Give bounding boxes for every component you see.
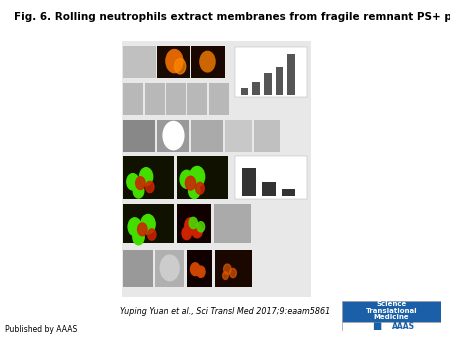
Circle shape <box>138 223 147 236</box>
Bar <box>155 250 184 287</box>
Circle shape <box>133 184 144 198</box>
Bar <box>209 83 229 115</box>
Circle shape <box>136 177 145 190</box>
Bar <box>276 67 284 95</box>
Bar <box>241 88 248 95</box>
Circle shape <box>148 229 156 240</box>
Bar <box>342 301 441 321</box>
Text: Medicine: Medicine <box>374 314 410 320</box>
Circle shape <box>230 268 236 277</box>
Circle shape <box>180 170 194 188</box>
Bar <box>243 168 256 196</box>
Bar <box>191 120 223 152</box>
Text: Translational: Translational <box>366 308 417 314</box>
Bar <box>187 250 212 287</box>
Circle shape <box>185 176 196 190</box>
Circle shape <box>190 263 200 275</box>
Bar <box>145 83 165 115</box>
Circle shape <box>146 181 154 193</box>
Bar <box>235 47 307 97</box>
Bar <box>123 250 153 287</box>
Bar <box>225 120 252 152</box>
Circle shape <box>128 218 141 236</box>
Circle shape <box>166 50 183 73</box>
Text: AAAS: AAAS <box>392 322 415 331</box>
Text: ■: ■ <box>372 321 381 331</box>
Circle shape <box>160 255 179 281</box>
Bar <box>123 204 175 243</box>
Bar <box>123 120 155 152</box>
Bar <box>158 46 190 78</box>
Bar <box>282 189 295 196</box>
Circle shape <box>189 217 198 228</box>
Bar <box>254 120 280 152</box>
Bar <box>252 82 260 95</box>
Circle shape <box>189 183 200 198</box>
Circle shape <box>223 272 228 280</box>
Circle shape <box>196 183 204 194</box>
Circle shape <box>141 215 155 234</box>
Circle shape <box>140 168 153 186</box>
Circle shape <box>197 222 205 232</box>
Bar <box>262 182 275 196</box>
Bar <box>122 41 310 297</box>
Bar <box>264 73 271 95</box>
Text: Science: Science <box>376 301 407 308</box>
Circle shape <box>192 223 202 238</box>
Bar <box>188 83 207 115</box>
Circle shape <box>185 218 196 233</box>
Circle shape <box>133 230 144 245</box>
Text: Yuping Yuan et al., Sci Transl Med 2017;9:eaam5861: Yuping Yuan et al., Sci Transl Med 2017;… <box>120 307 330 316</box>
Bar <box>123 46 157 78</box>
Text: Fig. 6. Rolling neutrophils extract membranes from fragile remnant PS+ platelets: Fig. 6. Rolling neutrophils extract memb… <box>14 12 450 22</box>
Circle shape <box>197 266 205 277</box>
Text: Published by AAAS: Published by AAAS <box>5 325 78 334</box>
Bar <box>214 204 251 243</box>
Circle shape <box>189 166 205 187</box>
Circle shape <box>182 227 191 240</box>
Bar <box>123 83 143 115</box>
Bar <box>158 120 189 152</box>
Bar <box>288 54 295 95</box>
Bar <box>215 250 252 287</box>
Circle shape <box>175 58 186 74</box>
Circle shape <box>224 264 231 274</box>
Bar <box>166 83 186 115</box>
Bar <box>177 204 212 243</box>
Circle shape <box>200 51 215 72</box>
Bar <box>342 321 441 331</box>
Bar <box>123 156 175 198</box>
Bar <box>177 156 228 198</box>
Circle shape <box>163 121 184 150</box>
Bar <box>235 156 307 198</box>
Bar <box>191 46 225 78</box>
Circle shape <box>127 174 139 190</box>
